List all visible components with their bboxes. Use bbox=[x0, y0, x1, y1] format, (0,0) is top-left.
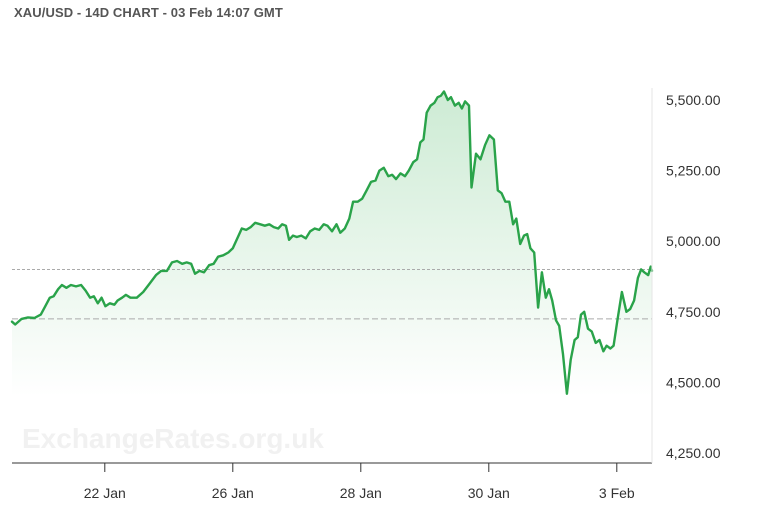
series-line bbox=[10, 90, 654, 395]
x-tick-label: 30 Jan bbox=[468, 485, 510, 501]
series-area-fill bbox=[12, 91, 652, 397]
y-tick-label: 5,500.00 bbox=[666, 92, 721, 108]
chart-title: XAU/USD - 14D CHART - 03 Feb 14:07 GMT bbox=[14, 5, 283, 20]
watermark-text: ExchangeRates.org.uk bbox=[22, 423, 324, 454]
y-tick-label: 5,250.00 bbox=[666, 163, 721, 179]
y-tick-label: 4,500.00 bbox=[666, 374, 721, 390]
y-tick-label: 4,750.00 bbox=[666, 304, 721, 320]
x-tick-label: 3 Feb bbox=[599, 485, 635, 501]
x-tick-label: 28 Jan bbox=[340, 485, 382, 501]
y-tick-label: 5,000.00 bbox=[666, 233, 721, 249]
x-tick-label: 22 Jan bbox=[84, 485, 126, 501]
x-tick-label: 26 Jan bbox=[212, 485, 254, 501]
y-tick-label: 4,250.00 bbox=[666, 445, 721, 461]
